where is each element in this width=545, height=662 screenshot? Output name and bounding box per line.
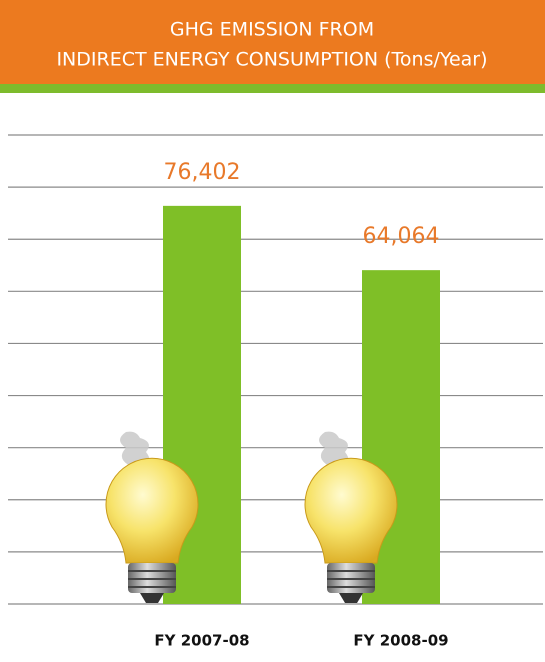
header-stripe xyxy=(0,84,545,93)
chart-title: GHG EMISSION FROM xyxy=(170,19,374,41)
chart-title: INDIRECT ENERGY CONSUMPTION (Tons/Year) xyxy=(56,49,487,71)
header-band xyxy=(0,0,545,84)
plot-area: 76,402 FY 2007-08 64,064 FY 2008-09 xyxy=(8,134,543,650)
x-tick-label: FY 2007-08 xyxy=(154,632,249,650)
value-label: 76,402 xyxy=(164,160,241,185)
value-label: 64,064 xyxy=(363,224,440,249)
x-tick-label: FY 2008-09 xyxy=(353,632,448,650)
